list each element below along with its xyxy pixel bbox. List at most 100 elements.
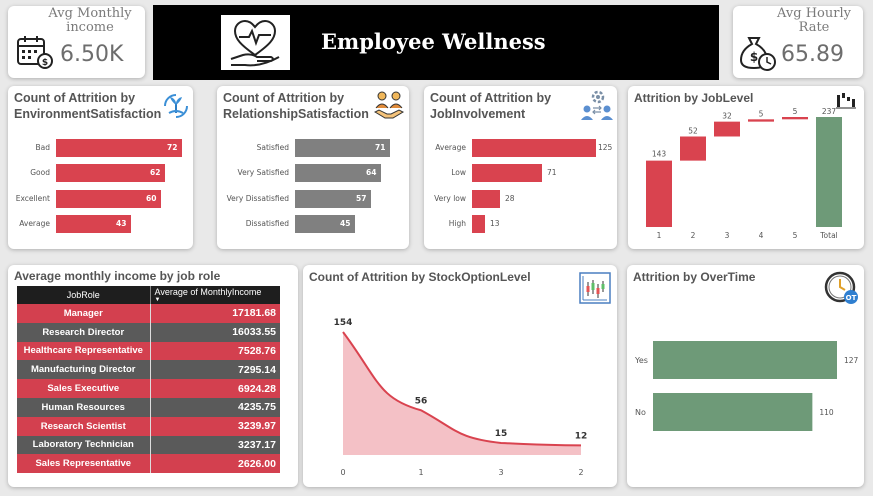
table-row[interactable]: Sales Representative 2626.00 (17, 454, 280, 474)
overtime-title: Attrition by OverTime (633, 270, 756, 284)
stock-x-label: 0 (340, 468, 345, 477)
income-table-card[interactable]: Average monthly income by job role JobRo… (8, 265, 298, 487)
bar[interactable] (472, 215, 485, 233)
table-row[interactable]: Research Director 16033.55 (17, 322, 280, 342)
bar-label: Good (30, 168, 50, 177)
bar[interactable] (56, 215, 131, 233)
table-row[interactable]: Manufacturing Director 7295.14 (17, 360, 280, 380)
bar[interactable] (295, 139, 390, 157)
money-bag-clock-icon: $ (739, 37, 776, 71)
bar[interactable] (295, 164, 381, 182)
col-header-avg-income[interactable]: Average of MonthlyIncome ▼ (149, 286, 280, 304)
job-involvement-title: Count of Attrition by JobInvolvement (430, 91, 552, 121)
waterfall-x-label: 3 (725, 231, 730, 240)
job-role-cell: Manufacturing Director (17, 360, 150, 380)
handshake-icon (373, 91, 405, 119)
bar-label: Satisfied (256, 143, 289, 152)
waterfall-value-label: 52 (688, 126, 698, 135)
bar[interactable] (295, 190, 371, 208)
waterfall-x-label: 1 (657, 231, 662, 240)
waterfall-bar[interactable] (714, 121, 740, 137)
bar[interactable] (56, 139, 182, 157)
rel-satisfaction-title: Count of Attrition by RelationshipSatisf… (223, 91, 369, 121)
bar[interactable] (295, 215, 355, 233)
table-row[interactable]: Human Resources 4235.75 (17, 397, 280, 417)
overtime-chart: Yes 127 No 110 (634, 341, 859, 431)
overtime-label: Yes (634, 356, 648, 365)
bar-label: Dissatisfied (245, 219, 289, 228)
bar-value: 125 (598, 143, 613, 152)
svg-text:$: $ (750, 50, 758, 64)
bar-value: 71 (547, 168, 557, 177)
stock-data-label: 12 (575, 431, 588, 441)
bar[interactable] (472, 164, 542, 182)
bar[interactable] (472, 139, 596, 157)
bar-value: 43 (116, 219, 127, 228)
table-row[interactable]: Manager 17181.68 (17, 304, 280, 323)
stock-area[interactable] (343, 332, 581, 455)
table-row[interactable]: Healthcare Representative 7528.76 (17, 341, 280, 361)
job-role-cell: Healthcare Representative (17, 341, 150, 361)
overtime-bar[interactable] (653, 341, 837, 379)
heart-hand-logo (221, 15, 290, 70)
stock-data-label: 154 (334, 318, 353, 328)
bar[interactable] (472, 190, 500, 208)
bar-label: High (448, 219, 466, 228)
waterfall-x-label: 4 (759, 231, 764, 240)
overtime-value: 127 (844, 356, 859, 365)
bar-label: Bad (35, 143, 50, 152)
avg-income-cell: 2626.00 (149, 454, 280, 474)
job-level-card[interactable]: Attrition by JobLevel 143 1 52 2 32 3 5 4 5 5 237 T… (628, 86, 864, 249)
job-role-cell: Laboratory Technician (17, 435, 150, 455)
stock-x-label: 3 (498, 468, 503, 477)
waterfall-x-label: 2 (691, 231, 696, 240)
waterfall-bar[interactable] (748, 119, 774, 122)
waterfall-value-label: 5 (759, 109, 764, 118)
stock-data-label: 15 (495, 429, 508, 439)
waterfall-bar[interactable] (646, 160, 672, 227)
avg-income-cell: 7528.76 (149, 341, 280, 361)
overtime-bar[interactable] (653, 393, 813, 431)
table-row[interactable]: Laboratory Technician 3237.17 (17, 435, 280, 455)
job-role-cell: Research Scientist (17, 416, 150, 436)
stock-option-card[interactable]: Count of Attrition by StockOptionLevel 1… (303, 265, 617, 487)
bar-value: 71 (375, 143, 386, 152)
bar[interactable] (56, 190, 161, 208)
waterfall-value-label: 237 (822, 107, 837, 116)
rel-satisfaction-card[interactable]: Count of Attrition by RelationshipSatisf… (217, 86, 409, 249)
bar-label: Excellent (15, 194, 50, 203)
table-row[interactable]: Sales Executive 6924.28 (17, 379, 280, 398)
bar-value: 62 (150, 168, 161, 177)
title-banner: Employee Wellness (153, 5, 719, 80)
waterfall-icon (836, 93, 856, 109)
avg-income-cell: 6924.28 (149, 379, 280, 398)
waterfall-bar[interactable] (680, 136, 706, 161)
col-header-avg-income-label: Average of MonthlyIncome (154, 287, 262, 297)
waterfall-x-label: 5 (793, 231, 798, 240)
waterfall-total-bar[interactable] (816, 117, 842, 227)
bar-value: 28 (505, 194, 515, 203)
people-gear-icon (581, 90, 613, 120)
svg-text:OT: OT (846, 294, 857, 302)
bar-label: Average (435, 143, 466, 152)
job-role-cell: Manager (17, 304, 150, 323)
col-header-jobrole[interactable]: JobRole (17, 286, 150, 304)
dashboard-title: Employee Wellness (321, 29, 546, 54)
job-involvement-card[interactable]: Count of Attrition by JobInvolvement Ave… (424, 86, 617, 249)
bar[interactable] (56, 164, 165, 182)
waterfall-value-label: 32 (722, 112, 732, 121)
bar-value: 72 (167, 143, 178, 152)
candlestick-chart-icon (579, 272, 611, 304)
waterfall-bar[interactable] (782, 117, 808, 120)
avg-income-cell: 3239.97 (149, 416, 280, 436)
waterfall-value-label: 5 (793, 107, 798, 116)
stock-line[interactable] (342, 331, 582, 447)
env-satisfaction-card[interactable]: Count of Attrition by EnvironmentSatisfa… (8, 86, 193, 249)
avg-hourly-rate-title: Avg Hourly Rate (777, 6, 851, 35)
bar-label: Very Dissatisfied (226, 194, 289, 203)
table-row[interactable]: Research Scientist 3239.97 (17, 416, 280, 436)
waterfall-x-label: Total (819, 231, 838, 240)
overtime-card[interactable]: Attrition by OverTime OT Yes 127 No 110 (627, 265, 864, 487)
avg-hourly-rate-card: Avg Hourly Rate $ 65.89 (733, 6, 863, 78)
overtime-label: No (635, 408, 646, 417)
